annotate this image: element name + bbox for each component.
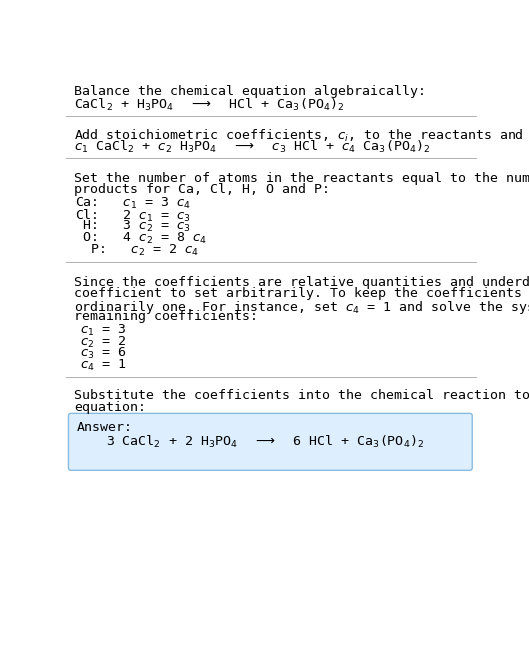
Text: remaining coefficients:: remaining coefficients: [74,310,258,324]
Text: $c_1$ CaCl$_2$ + $c_2$ H$_3$PO$_4$  $\longrightarrow$  $c_3$ HCl + $c_4$ Ca$_3$(: $c_1$ CaCl$_2$ + $c_2$ H$_3$PO$_4$ $\lon… [74,138,431,155]
Text: Balance the chemical equation algebraically:: Balance the chemical equation algebraica… [74,85,426,98]
Text: Answer:: Answer: [77,421,133,434]
Text: Ca:   $c_1$ = 3 $c_4$: Ca: $c_1$ = 3 $c_4$ [76,196,191,212]
Text: Add stoichiometric coefficients, $c_i$, to the reactants and products:: Add stoichiometric coefficients, $c_i$, … [74,127,529,144]
Text: $c_1$ = 3: $c_1$ = 3 [80,324,126,338]
Text: O:   4 $c_2$ = 8 $c_4$: O: 4 $c_2$ = 8 $c_4$ [76,231,207,246]
Text: ordinarily one. For instance, set $c_4$ = 1 and solve the system of equations fo: ordinarily one. For instance, set $c_4$ … [74,299,529,316]
Text: coefficient to set arbitrarily. To keep the coefficients small, the arbitrary va: coefficient to set arbitrarily. To keep … [74,287,529,300]
Text: 3 CaCl$_2$ + 2 H$_3$PO$_4$  $\longrightarrow$  6 HCl + Ca$_3$(PO$_4$)$_2$: 3 CaCl$_2$ + 2 H$_3$PO$_4$ $\longrightar… [106,434,424,450]
Text: Substitute the coefficients into the chemical reaction to obtain the balanced: Substitute the coefficients into the che… [74,389,529,402]
Text: $c_3$ = 6: $c_3$ = 6 [80,346,126,362]
Text: P:   $c_2$ = 2 $c_4$: P: $c_2$ = 2 $c_4$ [76,243,199,258]
Text: CaCl$_2$ + H$_3$PO$_4$  $\longrightarrow$  HCl + Ca$_3$(PO$_4$)$_2$: CaCl$_2$ + H$_3$PO$_4$ $\longrightarrow$… [74,97,344,113]
Text: $c_4$ = 1: $c_4$ = 1 [80,358,126,373]
Text: products for Ca, Cl, H, O and P:: products for Ca, Cl, H, O and P: [74,183,330,196]
Text: Set the number of atoms in the reactants equal to the number of atoms in the: Set the number of atoms in the reactants… [74,171,529,184]
Text: Cl:   2 $c_1$ = $c_3$: Cl: 2 $c_1$ = $c_3$ [76,208,191,224]
Text: equation:: equation: [74,401,146,414]
Text: H:   3 $c_2$ = $c_3$: H: 3 $c_2$ = $c_3$ [76,219,191,234]
Text: $c_2$ = 2: $c_2$ = 2 [80,334,126,350]
FancyBboxPatch shape [68,413,472,470]
Text: Since the coefficients are relative quantities and underdetermined, choose a: Since the coefficients are relative quan… [74,276,529,289]
